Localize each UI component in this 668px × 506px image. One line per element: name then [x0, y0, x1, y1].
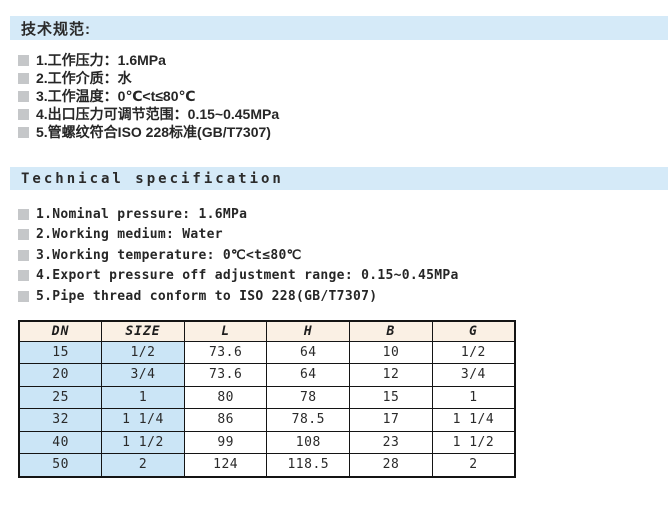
table-cell-h: 78	[266, 385, 351, 409]
table-cell-dn: 50	[18, 453, 103, 477]
list-item-text: 3.工作温度：0℃<t≤80℃	[36, 88, 196, 104]
table-cell-h: 64	[266, 340, 351, 364]
list-item: 2.工作介质：水	[18, 69, 668, 87]
list-item: 4.Export pressure off adjustment range: …	[18, 266, 668, 287]
list-item-text: 1.工作压力：1.6MPa	[36, 52, 166, 68]
table-header-b: B	[349, 320, 433, 342]
table-cell-g: 1	[431, 385, 516, 409]
table-cell-g: 1 1/4	[431, 408, 516, 432]
table-cell-h: 78.5	[266, 408, 351, 432]
square-bullet-icon	[18, 108, 29, 120]
list-item: 1.Nominal pressure: 1.6MPa	[18, 204, 668, 225]
table-header-g: G	[431, 320, 516, 342]
cn-spec-list: 1.工作压力：1.6MPa 2.工作介质：水 3.工作温度：0℃<t≤80℃ 4…	[0, 51, 668, 141]
cn-section-title: 技术规范:	[21, 20, 91, 38]
en-spec-list: 1.Nominal pressure: 1.6MPa 2.Working med…	[0, 204, 668, 307]
table-cell-dn: 15	[18, 340, 103, 364]
table-cell-size: 1/2	[101, 340, 185, 364]
cn-section-header-bar: 技术规范:	[10, 16, 668, 40]
table-header-row: DN SIZE L H B G	[18, 320, 516, 342]
list-item-text: 5.Pipe thread conform to ISO 228(GB/T730…	[36, 288, 378, 304]
square-bullet-icon	[18, 54, 29, 66]
square-bullet-icon	[18, 290, 29, 302]
list-item: 5.管螺纹符合ISO 228标准(GB/T7307)	[18, 123, 668, 141]
table-cell-l: 73.6	[183, 340, 268, 364]
list-item: 2.Working medium: Water	[18, 225, 668, 246]
table-cell-size: 3/4	[101, 363, 185, 387]
table-cell-l: 80	[183, 385, 268, 409]
list-item-text: 4.Export pressure off adjustment range: …	[36, 268, 459, 284]
table-row: 15 1/2 73.6 64 10 1/2	[18, 340, 516, 364]
table-row: 20 3/4 73.6 64 12 3/4	[18, 363, 516, 387]
square-bullet-icon	[18, 229, 29, 241]
list-item-text: 4.出口压力可调节范围：0.15~0.45MPa	[36, 106, 280, 122]
table-cell-l: 124	[183, 453, 268, 477]
dimensions-table: DN SIZE L H B G 15 1/2 73.6 64 10 1/2 20…	[18, 319, 516, 478]
en-section-header-bar: Technical specification	[10, 167, 668, 190]
table-cell-b: 15	[349, 385, 433, 409]
en-section-title: Technical specification	[21, 170, 284, 187]
table-cell-g: 3/4	[431, 363, 516, 387]
table-cell-b: 10	[349, 340, 433, 364]
list-item-text: 1.Nominal pressure: 1.6MPa	[36, 206, 248, 222]
table-cell-l: 73.6	[183, 363, 268, 387]
table-header-l: L	[183, 320, 268, 342]
table-cell-b: 17	[349, 408, 433, 432]
list-item: 3.工作温度：0℃<t≤80℃	[18, 87, 668, 105]
table-cell-h: 108	[266, 430, 351, 454]
square-bullet-icon	[18, 126, 29, 138]
table-cell-b: 23	[349, 430, 433, 454]
list-item: 3.Working temperature: 0℃<t≤80℃	[18, 245, 668, 266]
spec-sheet: 技术规范: 1.工作压力：1.6MPa 2.工作介质：水 3.工作温度：0℃<t…	[0, 16, 668, 478]
table-header-dn: DN	[18, 320, 103, 342]
table-cell-g: 1 1/2	[431, 430, 516, 454]
table-header-size: SIZE	[101, 320, 185, 342]
table-cell-dn: 40	[18, 430, 103, 454]
table-cell-size: 1 1/2	[101, 430, 185, 454]
table-cell-size: 2	[101, 453, 185, 477]
table-cell-l: 99	[183, 430, 268, 454]
table-cell-b: 12	[349, 363, 433, 387]
table-cell-size: 1 1/4	[101, 408, 185, 432]
square-bullet-icon	[18, 249, 29, 261]
table-cell-dn: 20	[18, 363, 103, 387]
table-cell-b: 28	[349, 453, 433, 477]
table-cell-h: 64	[266, 363, 351, 387]
table-header-h: H	[266, 320, 351, 342]
table-cell-g: 2	[431, 453, 516, 477]
list-item-text: 3.Working temperature: 0℃<t≤80℃	[36, 247, 302, 263]
table-row: 32 1 1/4 86 78.5 17 1 1/4	[18, 408, 516, 432]
square-bullet-icon	[18, 72, 29, 84]
list-item-text: 2.工作介质：水	[36, 70, 132, 86]
table-cell-l: 86	[183, 408, 268, 432]
list-item: 4.出口压力可调节范围：0.15~0.45MPa	[18, 105, 668, 123]
table-cell-dn: 25	[18, 385, 103, 409]
table-cell-h: 118.5	[266, 453, 351, 477]
table-row: 25 1 80 78 15 1	[18, 385, 516, 409]
square-bullet-icon	[18, 90, 29, 102]
table-cell-dn: 32	[18, 408, 103, 432]
list-item-text: 2.Working medium: Water	[36, 227, 223, 243]
table-cell-size: 1	[101, 385, 185, 409]
list-item-text: 5.管螺纹符合ISO 228标准(GB/T7307)	[36, 124, 271, 140]
list-item: 5.Pipe thread conform to ISO 228(GB/T730…	[18, 286, 668, 307]
list-item: 1.工作压力：1.6MPa	[18, 51, 668, 69]
square-bullet-icon	[18, 208, 29, 220]
square-bullet-icon	[18, 270, 29, 282]
table-cell-g: 1/2	[431, 340, 516, 364]
table-row: 50 2 124 118.5 28 2	[18, 453, 516, 477]
table-row: 40 1 1/2 99 108 23 1 1/2	[18, 430, 516, 454]
